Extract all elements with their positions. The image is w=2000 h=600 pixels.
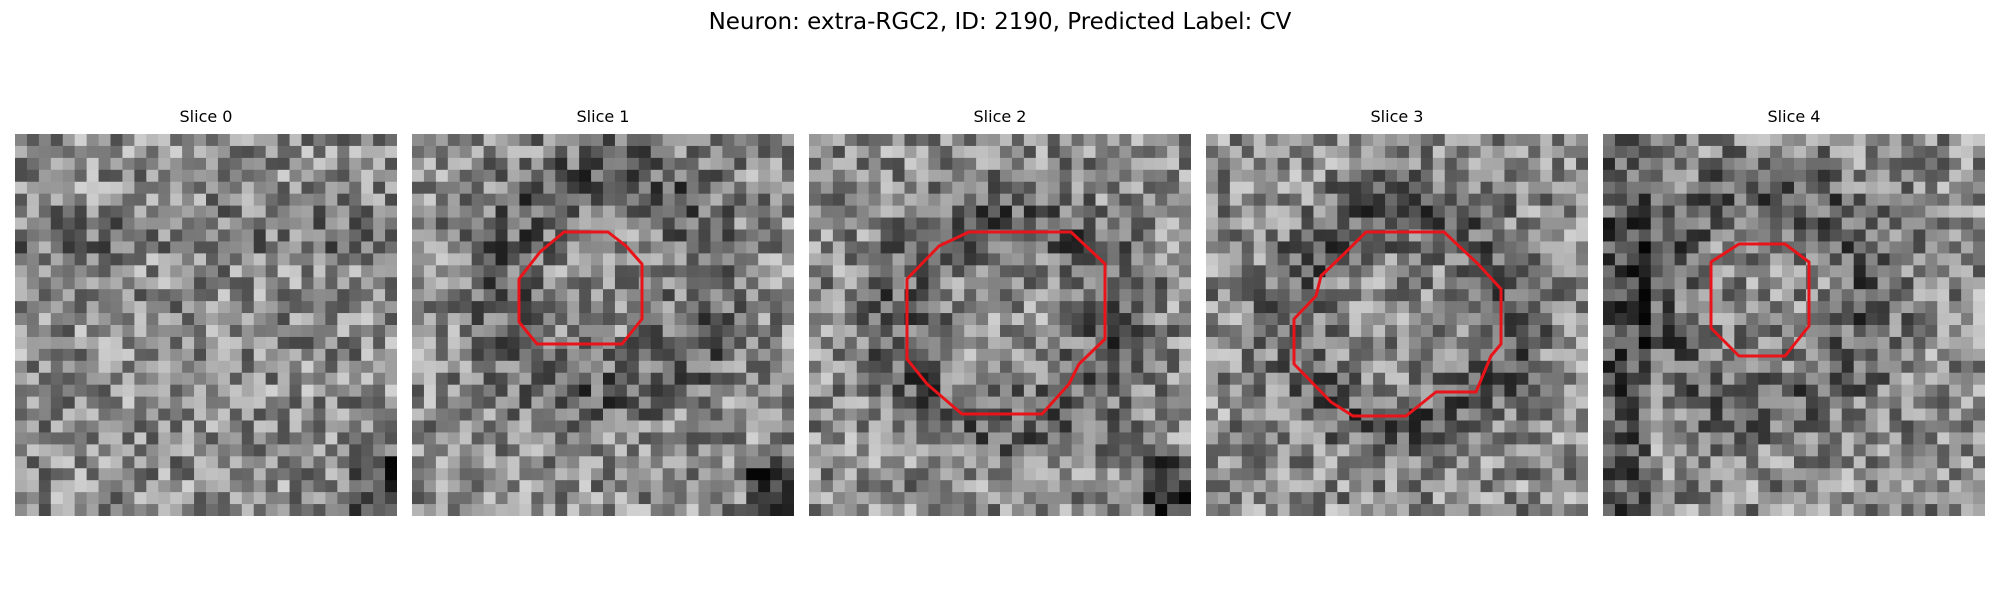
slice-title: Slice 0 [179,107,233,126]
slice-image-2 [809,134,1191,516]
slice-panel-1: Slice 1 [412,107,794,516]
slice-image-0 [15,134,397,516]
roi-contour [1292,230,1503,418]
figure-title: Neuron: extra-RGC2, ID: 2190, Predicted … [708,9,1292,35]
slice-title: Slice 2 [973,107,1027,126]
slice-panel-2: Slice 2 [809,107,1191,516]
slice-panel-3: Slice 3 [1206,107,1588,516]
roi-contour [905,230,1107,416]
slice-image-1 [412,134,794,516]
slice-image-3 [1206,134,1588,516]
slice-image-4 [1603,134,1985,516]
slice-title: Slice 4 [1767,107,1821,126]
slice-title: Slice 1 [576,107,630,126]
roi-contour [517,230,644,346]
roi-contour [1709,242,1811,358]
slice-panel-0: Slice 0 [15,107,397,516]
slice-title: Slice 3 [1370,107,1424,126]
slice-panel-4: Slice 4 [1603,107,1985,516]
